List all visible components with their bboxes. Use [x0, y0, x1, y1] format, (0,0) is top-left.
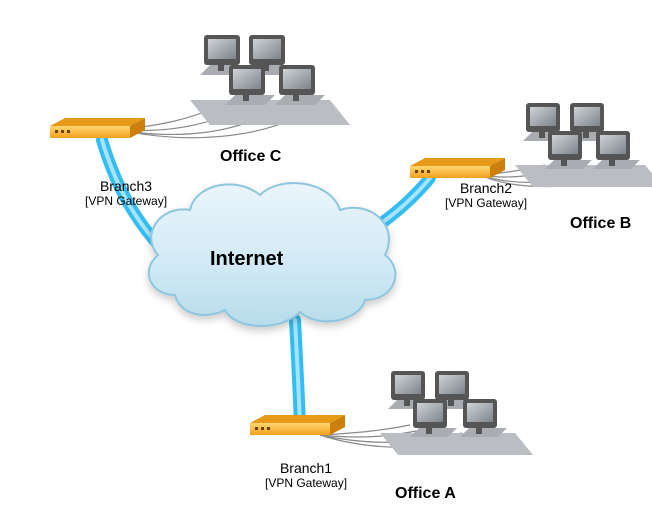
office-b-label: Office B: [570, 215, 631, 233]
office-a-label: Office A: [395, 485, 456, 503]
diagram-svg: [0, 0, 652, 526]
branch1-label: Branch1 [VPN Gateway]: [265, 460, 347, 490]
branch1-sub: [VPN Gateway]: [265, 476, 347, 490]
cluster-office-b: [480, 103, 652, 187]
branch2-sub: [VPN Gateway]: [445, 196, 527, 210]
branch1-name: Branch1: [265, 460, 347, 476]
gateway-branch1: [250, 415, 345, 435]
diagram-stage: Internet Branch3 [VPN Gateway] Office C …: [0, 0, 652, 526]
branch3-name: Branch3: [85, 178, 167, 194]
gateway-branch2: [410, 158, 505, 178]
branch2-name: Branch2: [445, 180, 527, 196]
cloud-label: Internet: [210, 248, 283, 271]
branch3-sub: [VPN Gateway]: [85, 194, 167, 208]
office-c-label: Office C: [220, 148, 281, 166]
branch2-label: Branch2 [VPN Gateway]: [445, 180, 527, 210]
branch3-label: Branch3 [VPN Gateway]: [85, 178, 167, 208]
gateway-branch3: [50, 118, 145, 138]
cluster-office-a: [320, 371, 533, 455]
cluster-office-c: [120, 35, 350, 138]
